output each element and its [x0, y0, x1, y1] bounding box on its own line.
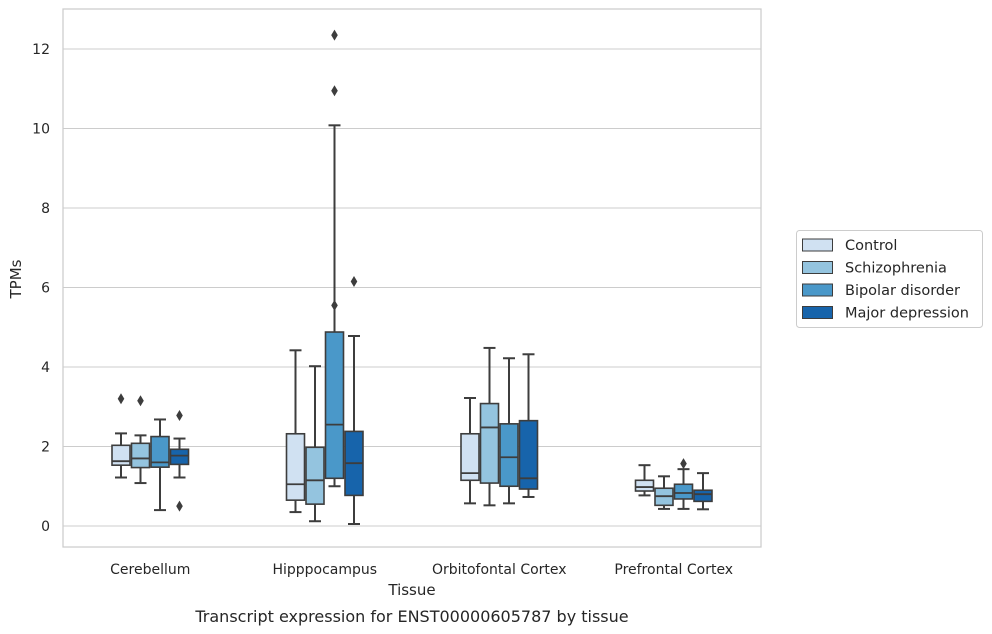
x-axis-label: Tissue — [387, 581, 435, 599]
y-axis-label: TPMs — [7, 259, 25, 299]
box-iqr — [130, 442, 151, 469]
y-axis: 0 2 4 6 8 10 12 — [32, 42, 50, 535]
box-iqr — [305, 446, 325, 505]
x-tick-label: Prefrontal Cortex — [614, 562, 733, 578]
x-axis: Cerebellum Hipppocampus Orbitofontal Corte… — [110, 562, 733, 578]
outlier-point — [680, 458, 687, 470]
chart-title: Transcript expression for ENST0000060578… — [194, 607, 628, 626]
legend-swatch — [802, 238, 833, 252]
legend: Control Schizophrenia Bipolar disorder Majo… — [796, 230, 983, 328]
box-1-1 — [111, 393, 131, 479]
outlier-point — [331, 85, 338, 97]
box-iqr — [460, 432, 480, 482]
outlier-point — [331, 299, 338, 311]
box-4-3 — [673, 458, 694, 510]
box-2-1 — [285, 349, 306, 514]
box-3-3 — [499, 357, 519, 505]
legend-label: Control — [845, 238, 897, 254]
y-tick-label: 10 — [32, 122, 50, 138]
outlier-point — [331, 29, 338, 41]
outlier-point — [176, 409, 183, 421]
y-tick-label: 8 — [41, 201, 50, 217]
x-tick-label: Hipppocampus — [272, 562, 377, 578]
outlier-point — [117, 393, 125, 405]
y-tick-label: 2 — [41, 440, 50, 456]
legend-label: Bipolar disorder — [845, 283, 960, 299]
box-iqr — [634, 479, 655, 492]
box-1-4 — [169, 409, 190, 512]
box-1-2 — [130, 395, 151, 485]
box-2-4 — [344, 276, 364, 526]
box-1-3 — [150, 418, 170, 512]
box-4-4 — [693, 472, 713, 511]
box-iqr — [324, 331, 345, 480]
legend-swatch — [802, 283, 833, 297]
box-iqr — [111, 444, 131, 466]
box-iqr — [673, 483, 694, 500]
box-iqr — [518, 419, 539, 490]
legend-swatch — [802, 306, 833, 319]
box-3-4 — [518, 353, 539, 498]
plot-area — [111, 29, 713, 526]
legend-swatch — [802, 261, 833, 274]
box-2-3 — [324, 29, 345, 488]
legend-label: Major depression — [845, 306, 969, 322]
outlier-point — [176, 500, 183, 512]
box-iqr — [150, 435, 170, 468]
outlier-point — [350, 276, 358, 288]
box-iqr — [285, 432, 306, 501]
y-tick-label: 0 — [41, 519, 50, 535]
box-iqr — [479, 402, 500, 484]
box-4-1 — [634, 464, 655, 497]
box-2-2 — [305, 365, 325, 523]
box-3-2 — [479, 346, 500, 507]
legend-frame — [796, 230, 983, 328]
x-tick-label: Cerebellum — [110, 562, 190, 578]
outlier-point — [137, 395, 144, 407]
box-iqr — [693, 489, 713, 503]
plot-frame — [62, 8, 762, 548]
box-iqr — [169, 448, 190, 466]
box-4-2 — [654, 475, 674, 510]
box-3-1 — [460, 397, 480, 505]
y-tick-label: 12 — [32, 42, 50, 58]
legend-label: Schizophrenia — [845, 261, 947, 277]
box-iqr — [499, 423, 519, 488]
y-tick-label: 4 — [41, 360, 50, 376]
x-tick-label: Orbitofontal Cortex — [432, 562, 567, 578]
y-tick-label: 6 — [41, 281, 50, 297]
